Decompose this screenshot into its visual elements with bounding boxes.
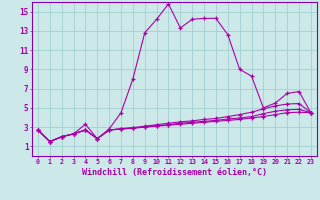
X-axis label: Windchill (Refroidissement éolien,°C): Windchill (Refroidissement éolien,°C) [82, 168, 267, 177]
